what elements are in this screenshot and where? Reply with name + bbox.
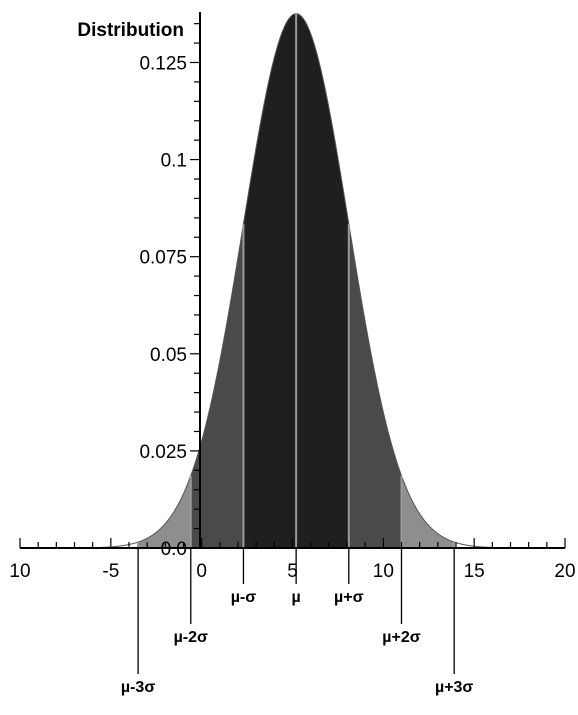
density-curve [74,13,518,549]
y-tick-label: 0.075 [139,248,187,269]
divider-lines [137,13,456,548]
x-tick-label: 15 [464,561,485,582]
sigma-marker-label: µ+2σ [382,629,420,646]
y-tick-label: 0.1 [161,151,187,172]
x-tick-label: 5 [287,561,298,582]
y-tick-label: 0.125 [139,53,187,74]
x-tick-label: 10 [9,561,30,582]
band-0 [138,475,191,548]
band-4 [401,475,455,548]
y-tick-label: 0.025 [139,442,187,463]
y-axis-title: Distribution [77,20,184,41]
y-tick-label: 0.0 [161,539,187,560]
x-tick-label: 20 [554,561,575,582]
sigma-marker-label: µ [292,589,301,606]
x-tick-label: 10 [373,561,394,582]
ticks: 10 -5 0 5 10 15 20 0.0 0.025 0.05 0.075 0.1 0.125 [9,23,576,582]
sigma-marker-label: µ-3σ [121,679,155,696]
sigma-marker-label: µ-2σ [174,629,208,646]
sigma-marker-label: µ-σ [231,589,257,606]
sigma-markers: µ-3σ µ-2σ µ-σ µ µ+σ µ+2σ µ+3σ [121,548,473,696]
sigma-marker-label: µ+σ [334,589,364,606]
x-tick-label: 0 [196,561,207,582]
x-tick-label: -5 [102,561,119,582]
y-tick-label: 0.05 [150,345,187,366]
sigma-marker-label: µ+3σ [435,679,473,696]
